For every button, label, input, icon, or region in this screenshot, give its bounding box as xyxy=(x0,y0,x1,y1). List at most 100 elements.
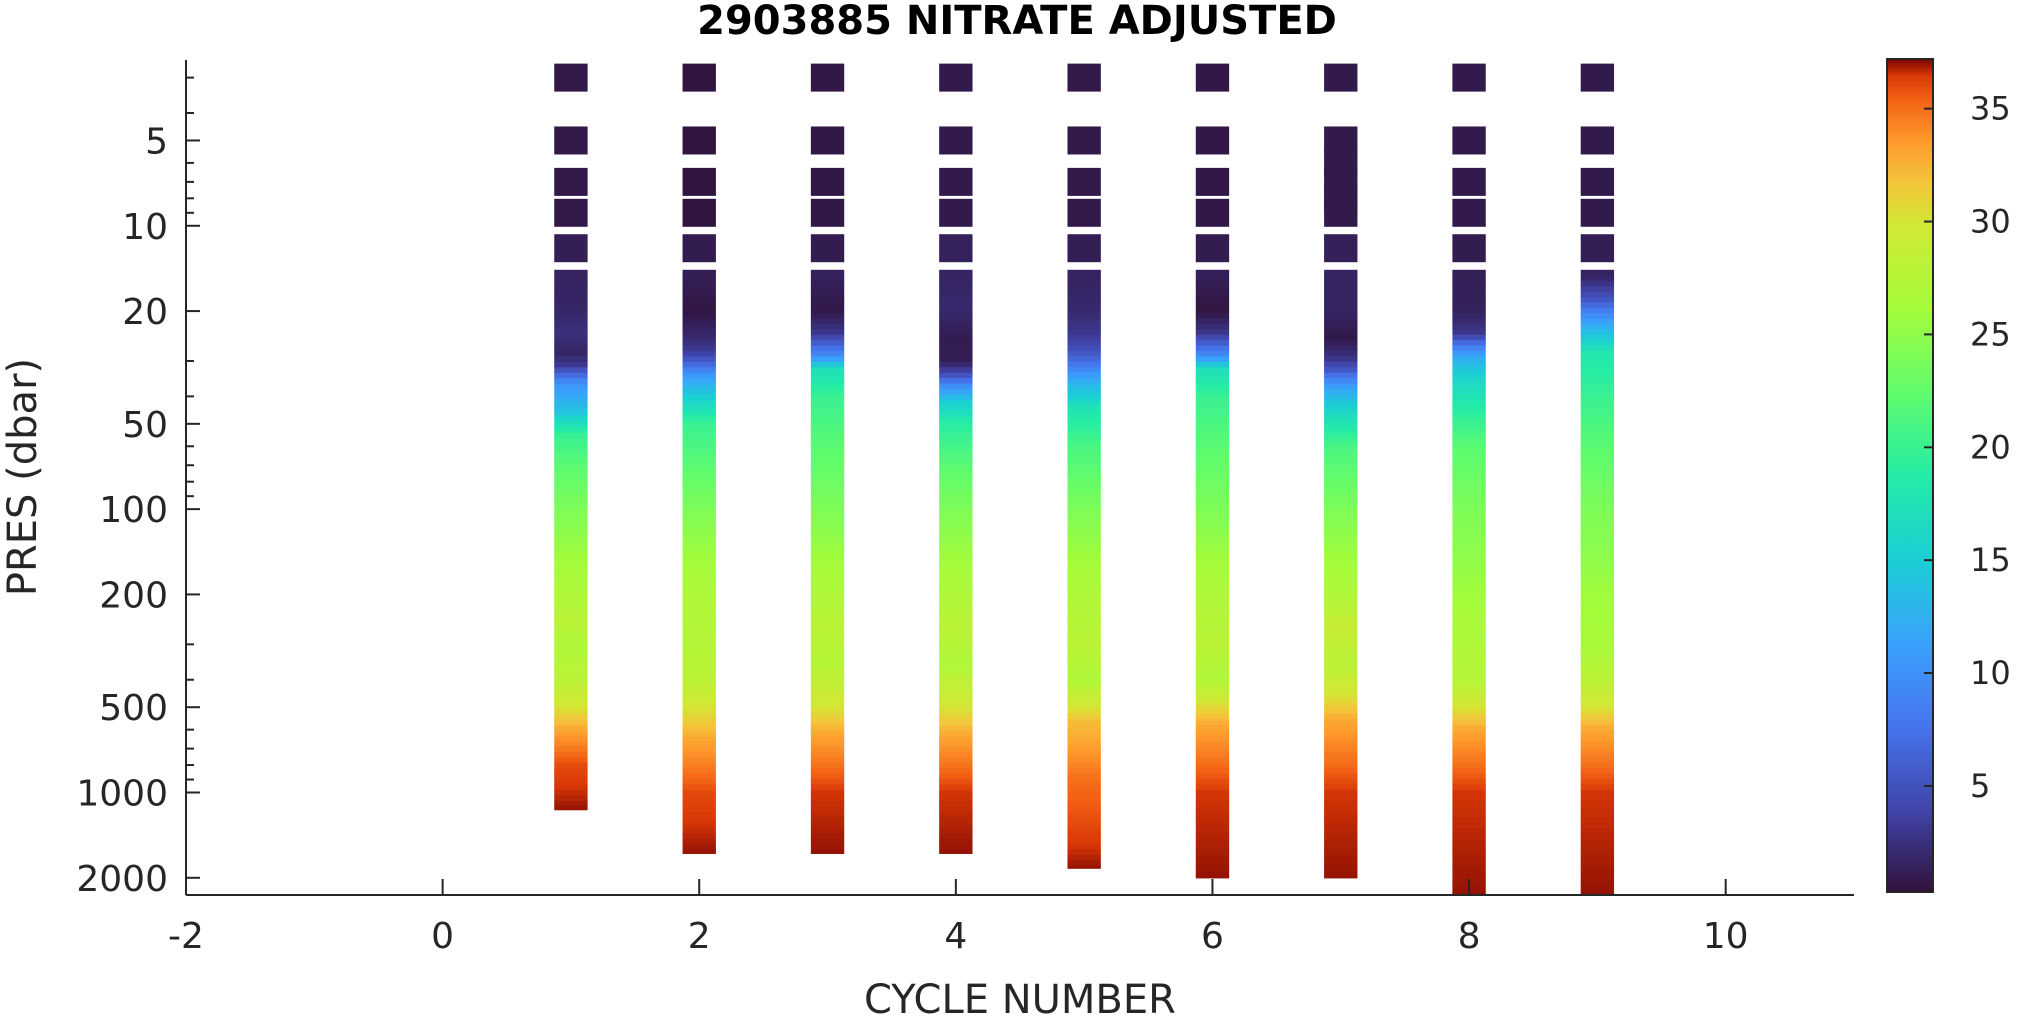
data-cell xyxy=(1452,399,1486,406)
data-cell xyxy=(1324,302,1358,309)
data-cell xyxy=(1067,475,1101,482)
data-cell xyxy=(1195,833,1230,840)
data-cell xyxy=(1067,860,1101,867)
data-cell xyxy=(1580,399,1615,406)
data-cell xyxy=(1452,546,1486,553)
data-cell xyxy=(1067,556,1101,563)
data-cell xyxy=(1324,800,1358,807)
data-cell xyxy=(1067,318,1101,325)
data-cell xyxy=(810,795,845,802)
data-cell xyxy=(682,551,716,558)
data-cell xyxy=(554,703,588,710)
data-cell xyxy=(939,313,973,320)
data-cell xyxy=(682,518,716,525)
data-cell xyxy=(1067,573,1101,580)
data-cell xyxy=(1067,600,1101,607)
data-cell xyxy=(1580,432,1615,439)
data-cell xyxy=(1067,443,1101,450)
data-cell xyxy=(810,448,845,455)
data-cell xyxy=(682,437,716,444)
data-cell xyxy=(1580,843,1615,850)
data-cell xyxy=(682,838,716,845)
data-cell xyxy=(810,546,845,553)
data-cell xyxy=(810,334,845,341)
data-cell xyxy=(554,659,588,666)
data-cell xyxy=(554,546,588,553)
data-cell xyxy=(1580,275,1615,282)
data-cell xyxy=(1580,621,1615,628)
data-cell xyxy=(1067,356,1101,363)
data-cell xyxy=(1195,453,1230,460)
data-cell xyxy=(939,345,973,352)
data-cell xyxy=(1324,63,1358,92)
data-cell xyxy=(1195,313,1230,320)
data-cell xyxy=(1324,757,1358,764)
data-cell xyxy=(810,63,845,92)
data-cell xyxy=(1452,551,1486,558)
data-cell xyxy=(1580,692,1615,699)
data-cell xyxy=(554,421,588,428)
data-cell xyxy=(1452,405,1486,412)
data-cell xyxy=(810,833,845,840)
data-cell xyxy=(1324,789,1358,796)
data-cell xyxy=(810,773,845,780)
data-cell xyxy=(810,394,845,401)
data-cell xyxy=(1324,860,1358,867)
data-cell xyxy=(939,627,973,634)
data-cell xyxy=(682,746,716,753)
data-cell xyxy=(1580,611,1615,618)
data-cell xyxy=(1452,361,1486,368)
data-cell xyxy=(682,394,716,401)
data-cell xyxy=(810,676,845,683)
data-cell xyxy=(810,708,845,715)
data-cell xyxy=(1324,383,1358,390)
data-cell xyxy=(682,741,716,748)
data-cell xyxy=(1452,437,1486,444)
data-cell xyxy=(1580,269,1615,276)
data-cell xyxy=(1580,291,1615,298)
data-cell xyxy=(1324,562,1358,569)
data-cell xyxy=(682,275,716,282)
data-cell xyxy=(1580,811,1615,818)
data-cell xyxy=(682,378,716,385)
data-cell xyxy=(939,535,973,542)
data-cell xyxy=(810,198,845,227)
data-cell xyxy=(682,540,716,547)
data-cell xyxy=(554,697,588,704)
data-cell xyxy=(939,167,973,196)
data-cell xyxy=(1195,345,1230,352)
data-cell xyxy=(1452,497,1486,504)
data-cell xyxy=(682,524,716,531)
data-cell xyxy=(1067,502,1101,509)
data-cell xyxy=(554,394,588,401)
data-cell xyxy=(1580,286,1615,293)
data-cell xyxy=(682,497,716,504)
data-cell xyxy=(939,394,973,401)
data-cell xyxy=(682,730,716,737)
data-cell xyxy=(1452,491,1486,498)
data-cell xyxy=(1195,383,1230,390)
data-cell xyxy=(810,724,845,731)
data-cell xyxy=(939,735,973,742)
data-cell xyxy=(1452,583,1486,590)
data-cell xyxy=(1195,443,1230,450)
data-cell xyxy=(1195,529,1230,536)
data-cell xyxy=(682,502,716,509)
data-cell xyxy=(1580,600,1615,607)
data-cell xyxy=(1324,871,1358,878)
data-cell xyxy=(554,681,588,688)
data-cell xyxy=(554,372,588,379)
data-cell xyxy=(1195,372,1230,379)
data-cell xyxy=(939,481,973,488)
data-cell xyxy=(1067,589,1101,596)
data-cell xyxy=(682,713,716,720)
data-cell xyxy=(939,198,973,227)
data-cell xyxy=(810,443,845,450)
data-cell xyxy=(939,800,973,807)
data-cell xyxy=(1324,307,1358,314)
data-cell xyxy=(1067,405,1101,412)
data-cell xyxy=(1195,611,1230,618)
data-cell xyxy=(810,627,845,634)
data-cell xyxy=(1324,778,1358,785)
data-cell xyxy=(1452,524,1486,531)
